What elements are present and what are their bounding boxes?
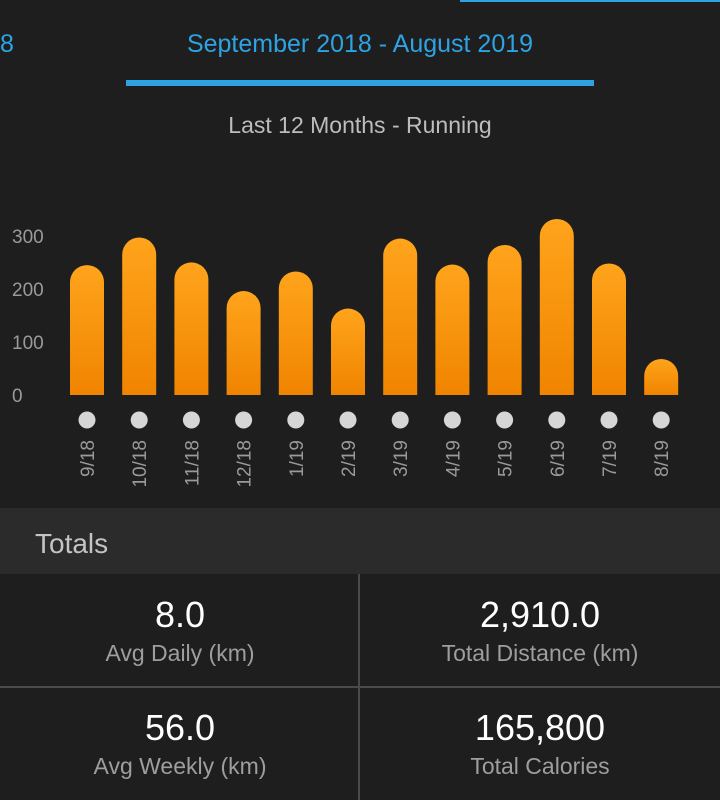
grid-divider-horizontal — [0, 686, 720, 688]
bar-12-18[interactable] — [226, 291, 261, 395]
x-tick-label: 4/19 — [443, 440, 464, 477]
chart-subtitle: Last 12 Months - Running — [228, 112, 492, 138]
stat-label: Total Calories — [470, 753, 610, 779]
x-tick-label: 9/18 — [78, 440, 99, 477]
stat-value: 2,910.0 — [479, 594, 601, 635]
month-marker-dot — [339, 411, 357, 429]
y-tick-label: 300 — [12, 227, 44, 248]
stat-value: 8.0 — [154, 594, 206, 635]
tab-current-period[interactable]: September 2018 - August 2019 — [126, 0, 594, 86]
x-tick-label: 5/19 — [496, 440, 517, 477]
y-axis: 0 100 200 300 — [12, 227, 44, 407]
month-marker-dot — [496, 411, 514, 429]
bar-3-19[interactable] — [383, 238, 418, 395]
stat-value: 56.0 — [144, 707, 216, 748]
x-axis: 9/18 10/18 11/18 12/18 1/19 2/19 3/19 4/19 5/19 6… — [78, 440, 673, 488]
month-marker-dot — [391, 411, 409, 429]
active-tab-indicator — [126, 80, 594, 86]
stat-total-calories: 165,800 Total Calories — [360, 687, 720, 800]
stat-avg-daily: 8.0 Avg Daily (km) — [0, 574, 360, 687]
y-tick-label: 0 — [12, 386, 23, 407]
stat-value: 165,800 — [474, 707, 606, 748]
stat-avg-weekly: 56.0 Avg Weekly (km) — [0, 687, 360, 800]
y-tick-label: 200 — [12, 280, 44, 301]
grid-divider-vertical — [358, 574, 360, 800]
totals-title: Totals — [35, 528, 109, 559]
bar-2-19[interactable] — [331, 308, 365, 395]
tab-previous-period[interactable]: 8 — [0, 30, 14, 58]
bar-9-18[interactable] — [70, 265, 104, 395]
month-marker-dot — [600, 411, 618, 429]
top-accent-line — [460, 0, 720, 2]
bar-5-19[interactable] — [487, 244, 522, 395]
bars — [70, 218, 679, 396]
tab-current-period-label: September 2018 - August 2019 — [186, 30, 534, 58]
bar-7-19[interactable] — [592, 263, 626, 395]
month-marker-dot — [130, 411, 148, 429]
x-tick-label: 6/19 — [548, 440, 569, 477]
x-tick-label: 7/19 — [600, 440, 621, 477]
bar-4-19[interactable] — [435, 264, 470, 395]
x-tick-label: 3/19 — [391, 440, 412, 477]
x-tick-label: 2/19 — [339, 440, 360, 477]
totals-header: Totals — [0, 508, 720, 574]
month-marker-dot — [287, 411, 305, 429]
totals-grid: 8.0 Avg Daily (km) 2,910.0 Total Distanc… — [0, 574, 720, 800]
x-tick-label: 10/18 — [130, 440, 151, 488]
x-tick-label: 8/19 — [652, 440, 673, 477]
month-marker-dot — [548, 411, 566, 429]
monthly-distance-bar-chart: 0 100 200 300 9/18 10/18 11/18 12/18 1/19 2/19 3/… — [12, 218, 679, 488]
bar-1-19[interactable] — [278, 271, 313, 395]
bar-10-18[interactable] — [122, 237, 157, 396]
month-marker-dot — [235, 411, 253, 429]
month-marker-dot — [652, 411, 670, 429]
month-markers — [78, 411, 670, 429]
month-marker-dot — [182, 411, 200, 429]
x-tick-label: 1/19 — [287, 440, 308, 477]
bar-11-18[interactable] — [174, 262, 209, 395]
x-tick-label: 12/18 — [235, 440, 256, 488]
stat-total-distance: 2,910.0 Total Distance (km) — [360, 574, 720, 687]
stat-label: Avg Daily (km) — [105, 640, 255, 666]
bar-8-19[interactable] — [644, 358, 679, 395]
month-marker-dot — [443, 411, 461, 429]
x-tick-label: 11/18 — [182, 440, 203, 486]
period-tab-bar: 8 September 2018 - August 2019 — [0, 0, 720, 88]
stat-label: Total Distance (km) — [441, 640, 639, 666]
stat-label: Avg Weekly (km) — [93, 753, 267, 779]
month-marker-dot — [78, 411, 96, 429]
y-tick-label: 100 — [12, 333, 44, 354]
bar-6-19[interactable] — [539, 218, 574, 395]
